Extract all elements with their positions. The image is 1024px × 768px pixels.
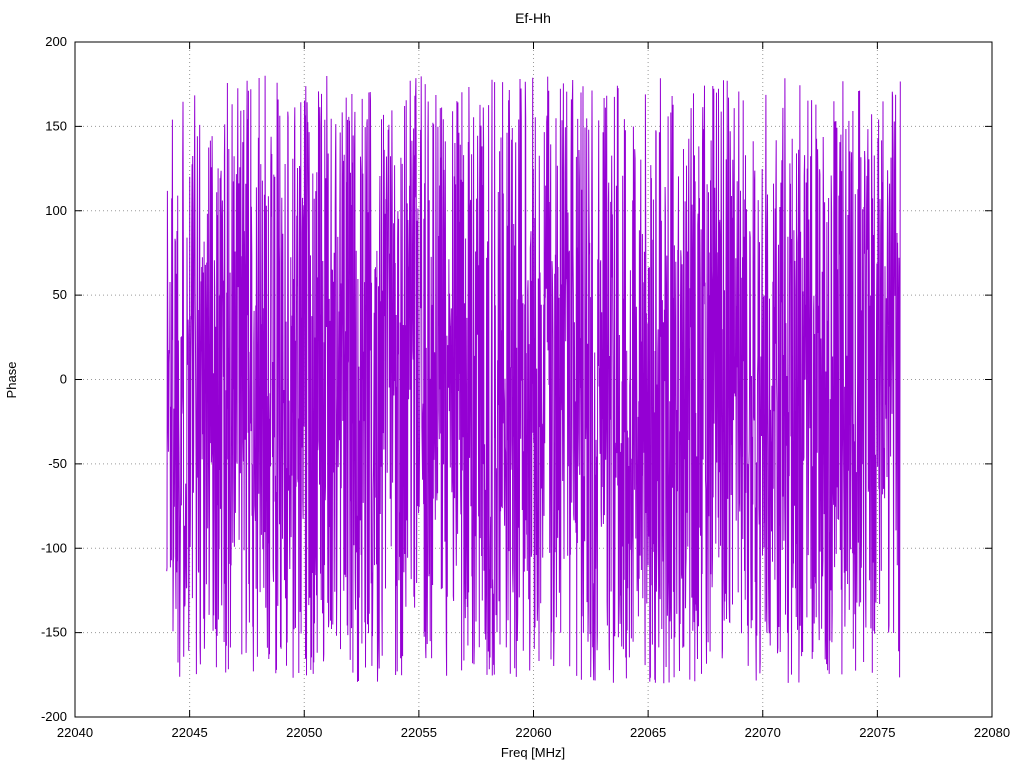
y-axis-tick-labels: -200 -150 -100 -50 0 50 100 150 200 (41, 34, 67, 724)
x-tick-label: 22070 (745, 725, 781, 740)
y-tick-label: 150 (45, 118, 67, 133)
x-tick-label: 22055 (401, 725, 437, 740)
y-tick-label: -50 (48, 456, 67, 471)
y-tick-label: 100 (45, 203, 67, 218)
phase-data-line (166, 75, 901, 684)
y-tick-label: 200 (45, 34, 67, 49)
data-series-layer (166, 75, 901, 684)
x-tick-label: 22050 (286, 725, 322, 740)
y-tick-label: -150 (41, 625, 67, 640)
x-tick-label: 22065 (630, 725, 666, 740)
y-tick-label: 0 (60, 372, 67, 387)
y-tick-label: -200 (41, 709, 67, 724)
x-tick-label: 22045 (172, 725, 208, 740)
x-tick-label: 22075 (859, 725, 895, 740)
x-axis-label: Freq [MHz] (501, 745, 565, 760)
x-axis-tick-labels: 22040 22045 22050 22055 22060 22065 22070 22075… (57, 725, 1010, 740)
x-tick-label: 22040 (57, 725, 93, 740)
y-tick-label: -100 (41, 540, 67, 555)
chart-title: Ef-Hh (515, 10, 551, 26)
y-tick-label: 50 (53, 287, 67, 302)
plot-border (74, 41, 993, 718)
x-tick-label: 22060 (515, 725, 551, 740)
x-tick-label: 22080 (974, 725, 1010, 740)
y-axis-label: Phase (4, 362, 19, 399)
